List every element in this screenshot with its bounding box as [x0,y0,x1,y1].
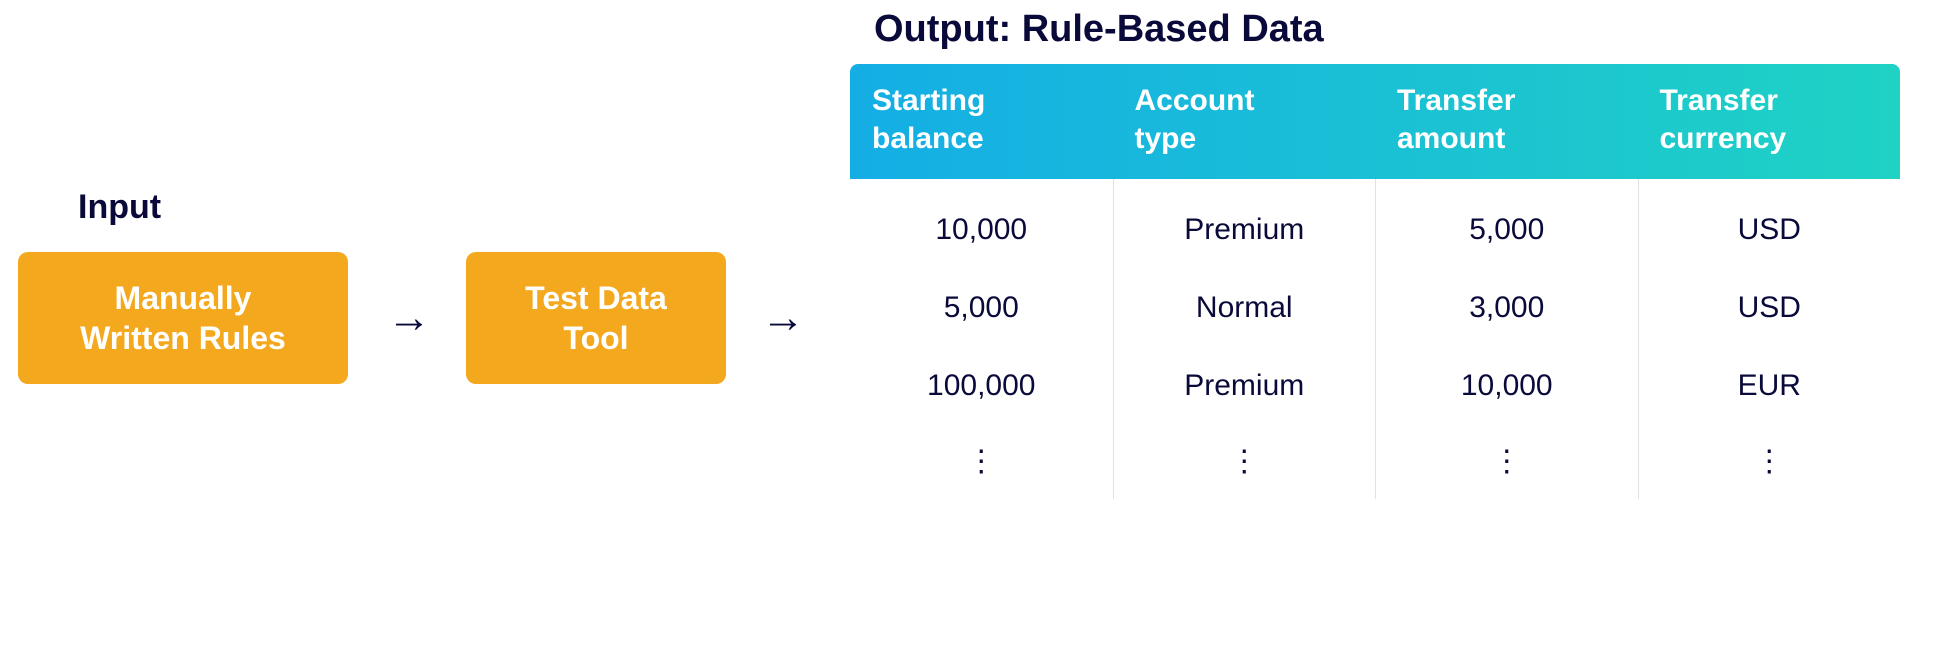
arrow-glyph: → [387,293,431,343]
box-test-data-tool: Test DataTool [466,252,726,384]
table-cell-ellipsis: ⋮ [850,425,1113,499]
table-cell: Premium [1113,179,1376,269]
box-label: Test DataTool [525,278,667,358]
input-section-label: Input [78,188,161,227]
box-manually-written-rules: ManuallyWritten Rules [18,252,348,384]
box-label: ManuallyWritten Rules [80,278,286,358]
output-table: StartingbalanceAccounttypeTransferamount… [850,64,1900,499]
table-cell: 3,000 [1375,269,1638,347]
table-cell: Normal [1113,269,1376,347]
table-cell: Premium [1113,347,1376,425]
diagram-canvas: Input ManuallyWritten Rules → Test DataT… [0,0,1955,655]
table-cell: 5,000 [850,269,1113,347]
table-cell: EUR [1638,347,1901,425]
table-cell: USD [1638,269,1901,347]
table-column-header: Startingbalance [850,64,1113,179]
table-body: 10,000Premium5,000USD5,000Normal3,000USD… [850,179,1900,499]
output-section-title: Output: Rule-Based Data [874,8,1324,51]
table-cell-ellipsis: ⋮ [1638,425,1901,499]
table-row: 10,000Premium5,000USD [850,179,1900,269]
table-column-header: Transfercurrency [1638,64,1901,179]
table-cell: 10,000 [1375,347,1638,425]
table-cell-ellipsis: ⋮ [1113,425,1376,499]
arrow-right-icon: → [748,252,818,384]
table-head: StartingbalanceAccounttypeTransferamount… [850,64,1900,179]
table-row: 100,000Premium10,000EUR [850,347,1900,425]
table-row-ellipsis: ⋮⋮⋮⋮ [850,425,1900,499]
arrow-glyph: → [761,293,805,343]
table: StartingbalanceAccounttypeTransferamount… [850,64,1900,499]
table-header-row: StartingbalanceAccounttypeTransferamount… [850,64,1900,179]
table-cell: 5,000 [1375,179,1638,269]
table-column-header: Transferamount [1375,64,1638,179]
arrow-right-icon: → [374,252,444,384]
table-cell: 10,000 [850,179,1113,269]
table-cell-ellipsis: ⋮ [1375,425,1638,499]
table-cell: USD [1638,179,1901,269]
table-row: 5,000Normal3,000USD [850,269,1900,347]
table-cell: 100,000 [850,347,1113,425]
table-column-header: Accounttype [1113,64,1376,179]
